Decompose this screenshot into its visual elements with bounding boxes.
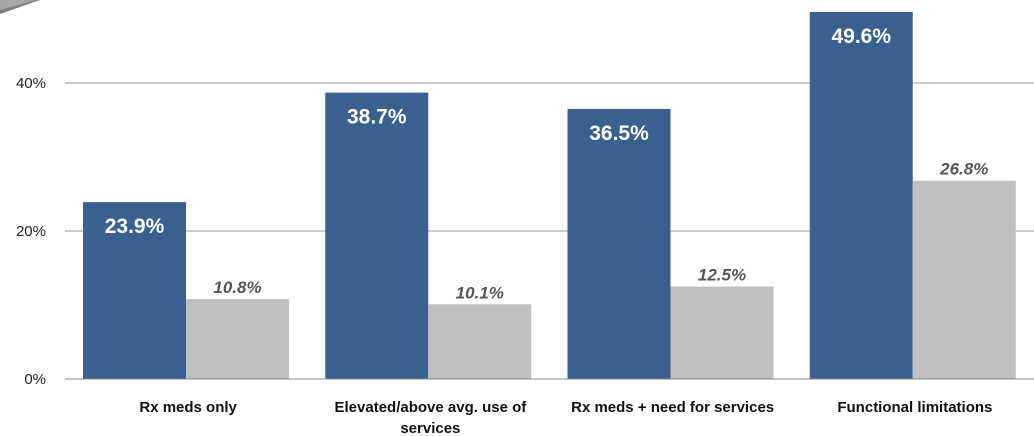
data-label-secondary: 10.1%: [456, 283, 504, 302]
category-label: Rx meds only: [139, 399, 237, 416]
data-label-secondary: 26.8%: [939, 160, 988, 179]
bar-secondary: [428, 304, 532, 379]
bar-primary: [83, 202, 186, 379]
bar-primary: [809, 11, 913, 380]
bar-primary: [567, 108, 671, 380]
y-axis-ticks: 0% 20% 40%: [16, 75, 46, 388]
bar-secondary: [670, 286, 774, 379]
data-label-primary: 49.6%: [831, 25, 891, 48]
bar-secondary: [186, 299, 289, 379]
data-label-secondary: 12.5%: [698, 266, 746, 285]
category-label: Elevated/above avg. use of: [335, 399, 528, 416]
bars: [83, 11, 1016, 380]
y-tick-label: 40%: [16, 75, 46, 92]
y-tick-label: 0%: [24, 371, 46, 388]
category-label: Functional limitations: [837, 399, 992, 416]
category-label: Rx meds + need for services: [571, 399, 774, 416]
value-labels: 23.9% 10.8% 38.7% 10.1% 36.5% 12.5% 49.6% 26.8%: [105, 25, 989, 302]
data-label-secondary: 10.8%: [213, 278, 261, 297]
corner-decoration: [0, 0, 40, 14]
bar-primary: [325, 92, 429, 380]
y-tick-label: 20%: [16, 223, 46, 240]
data-label-primary: 38.7%: [347, 106, 407, 129]
category-label: services: [400, 420, 460, 436]
category-labels: Rx meds only Elevated/above avg. use of se…: [139, 399, 992, 436]
bar-secondary: [912, 180, 1016, 379]
data-label-primary: 23.9%: [105, 215, 165, 238]
data-label-primary: 36.5%: [589, 122, 649, 145]
